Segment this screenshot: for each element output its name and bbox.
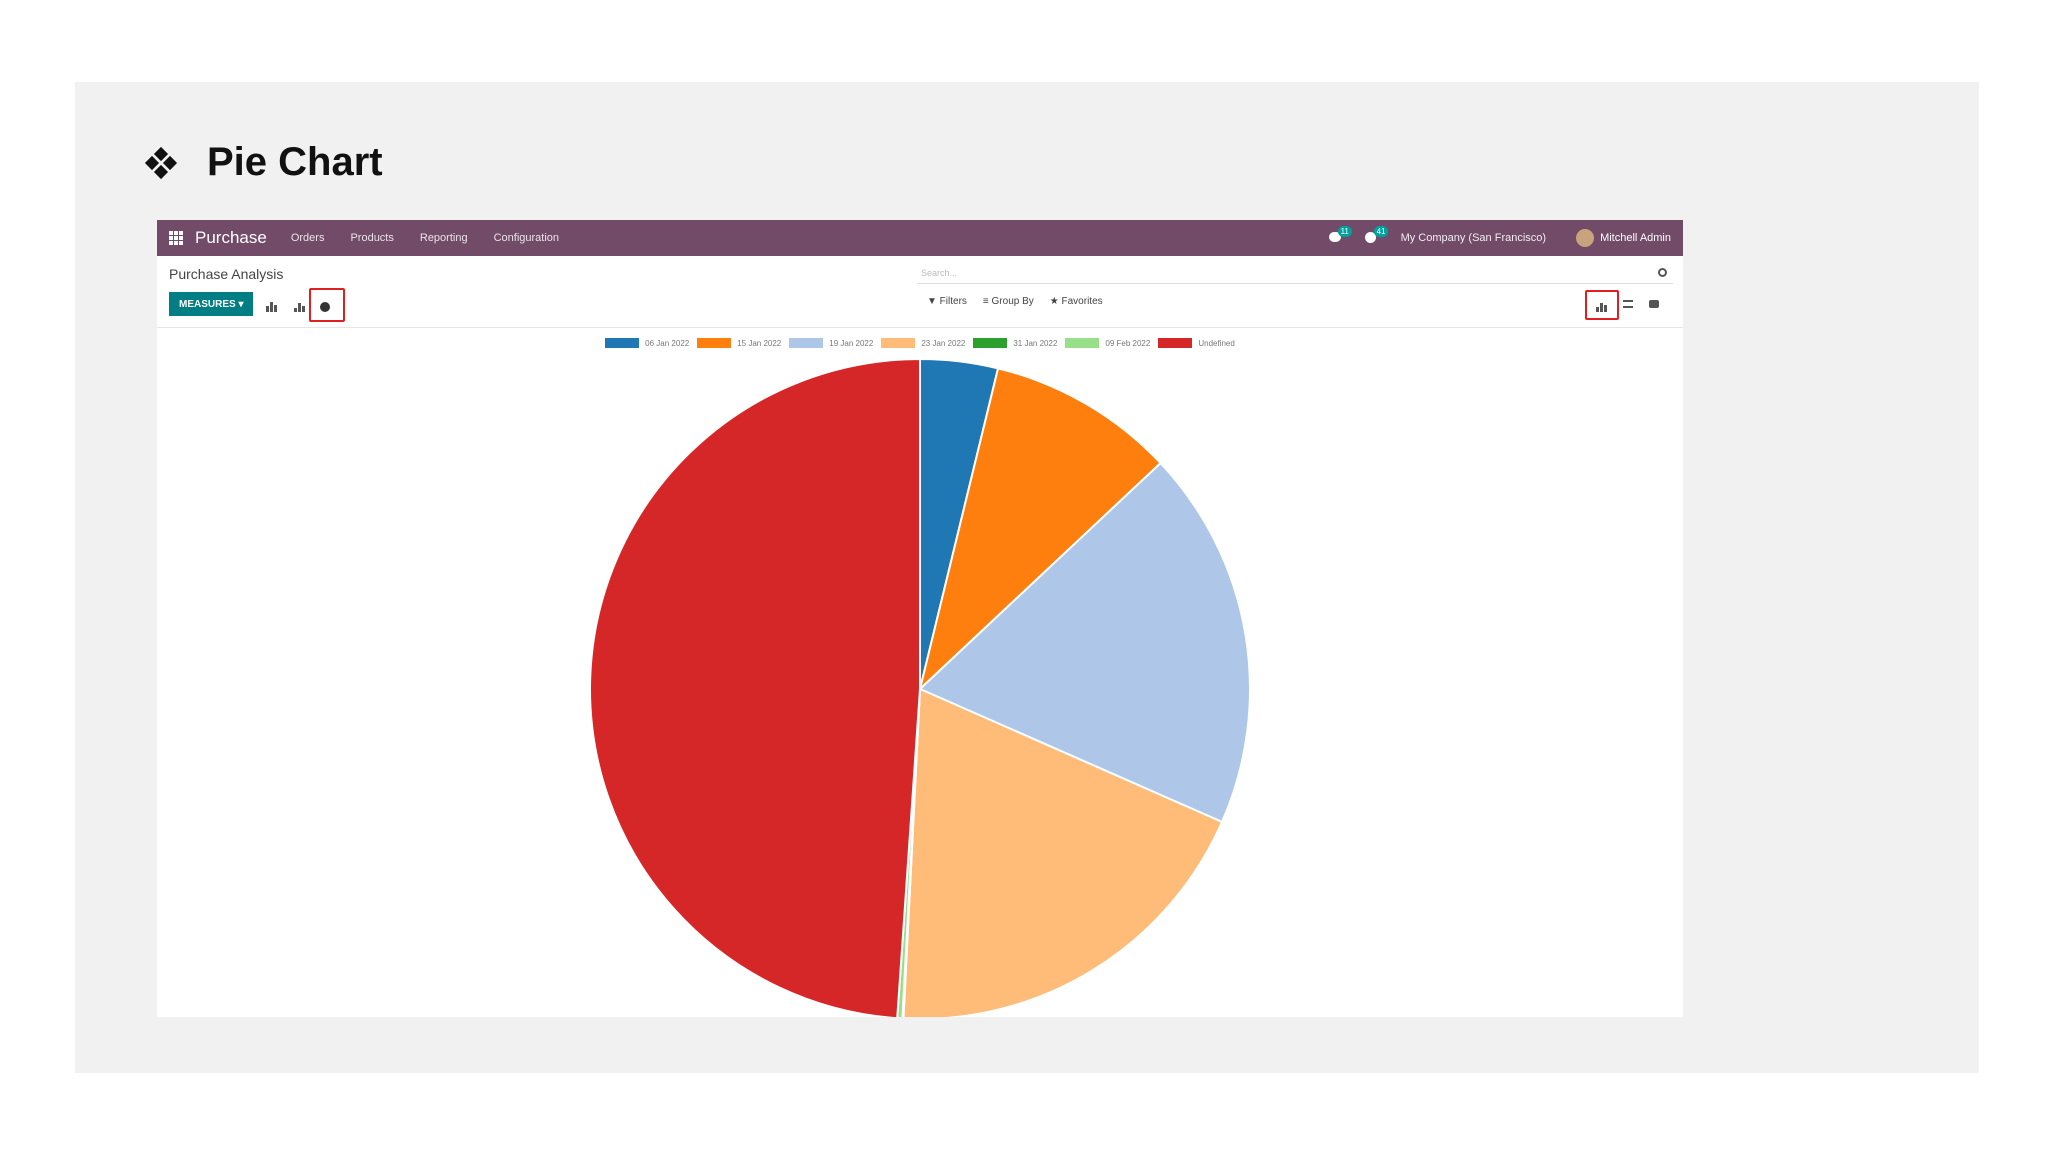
legend-swatch xyxy=(1065,338,1100,348)
legend-item[interactable]: 31 Jan 2022 xyxy=(973,338,1057,348)
pie-chart-icon[interactable] xyxy=(317,296,333,312)
list-view-icon[interactable] xyxy=(1623,300,1633,308)
app-brand[interactable]: Purchase xyxy=(195,228,267,247)
legend-label: 06 Jan 2022 xyxy=(645,338,690,348)
apps-grid-icon[interactable] xyxy=(169,231,183,245)
legend-label: 23 Jan 2022 xyxy=(921,338,966,348)
menu-products[interactable]: Products xyxy=(350,232,394,244)
purchase-app-screenshot: Purchase Orders Products Reporting Confi… xyxy=(157,220,1683,1017)
pie-slice-1[interactable] xyxy=(918,367,1162,693)
messages-badge: 11 xyxy=(1337,226,1352,237)
legend-label: 09 Feb 2022 xyxy=(1105,338,1151,348)
menu-orders[interactable]: Orders xyxy=(290,232,325,244)
legend-item[interactable]: Undefined xyxy=(1158,338,1235,348)
messages-icon[interactable]: 11 xyxy=(1328,226,1352,244)
legend-item[interactable]: 06 Jan 2022 xyxy=(605,338,689,348)
chart-legend: 06 Jan 2022 15 Jan 2022 19 Jan 2022 23 Jan … xyxy=(157,338,1683,348)
slide: Pie Chart Purchase Orders Products Repor… xyxy=(75,82,1979,1073)
bar-chart-icon[interactable] xyxy=(263,296,279,312)
search-icon[interactable] xyxy=(1658,268,1667,277)
legend-swatch xyxy=(973,338,1008,348)
legend-item[interactable]: 15 Jan 2022 xyxy=(697,338,781,348)
pie-slice-3[interactable] xyxy=(902,687,1224,1017)
pie-chart xyxy=(589,357,1251,1017)
top-navbar: Purchase Orders Products Reporting Confi… xyxy=(157,220,1683,256)
menu-reporting[interactable]: Reporting xyxy=(419,232,468,244)
legend-label: 31 Jan 2022 xyxy=(1013,338,1058,348)
pie-slice-2[interactable] xyxy=(918,461,1251,824)
graph-view-highlight xyxy=(1585,290,1619,320)
search-input[interactable]: Search... xyxy=(917,264,1673,284)
filters-button[interactable]: ▼ Filters xyxy=(927,296,967,307)
menu-configuration[interactable]: Configuration xyxy=(493,232,560,244)
activities-icon[interactable]: 41 xyxy=(1364,226,1389,244)
legend-swatch xyxy=(697,338,732,348)
avatar[interactable] xyxy=(1576,229,1595,247)
legend-item[interactable]: 09 Feb 2022 xyxy=(1065,338,1150,348)
legend-item[interactable]: 23 Jan 2022 xyxy=(881,338,965,348)
pie-chart-highlight xyxy=(309,288,345,322)
activities-badge: 41 xyxy=(1373,226,1389,237)
pivot-view-icon[interactable] xyxy=(1649,300,1659,308)
company-switcher[interactable]: My Company (San Francisco) xyxy=(1400,232,1547,244)
control-panel: Purchase Analysis Search... MEASURES ▾ ▼… xyxy=(157,256,1683,328)
four-diamond-bullet-icon xyxy=(144,146,178,179)
breadcrumb: Purchase Analysis xyxy=(169,266,284,282)
legend-item[interactable]: 19 Jan 2022 xyxy=(789,338,873,348)
measures-button[interactable]: MEASURES ▾ xyxy=(169,292,254,316)
legend-label: 15 Jan 2022 xyxy=(737,338,782,348)
group-by-button[interactable]: ≡ Group By xyxy=(982,296,1034,307)
legend-swatch xyxy=(789,338,824,348)
slide-title: Pie Chart xyxy=(144,140,383,185)
legend-swatch xyxy=(605,338,640,348)
line-chart-icon[interactable] xyxy=(291,296,307,312)
legend-label: 19 Jan 2022 xyxy=(829,338,874,348)
legend-swatch xyxy=(881,338,916,348)
pie-slice-6[interactable] xyxy=(589,357,921,1017)
slide-title-text: Pie Chart xyxy=(207,140,383,184)
legend-label: Undefined xyxy=(1198,338,1235,348)
legend-swatch xyxy=(1158,338,1193,348)
graph-view-icon[interactable] xyxy=(1593,296,1609,312)
user-name[interactable]: Mitchell Admin xyxy=(1600,232,1671,244)
favorites-button[interactable]: ★ Favorites xyxy=(1049,296,1103,307)
